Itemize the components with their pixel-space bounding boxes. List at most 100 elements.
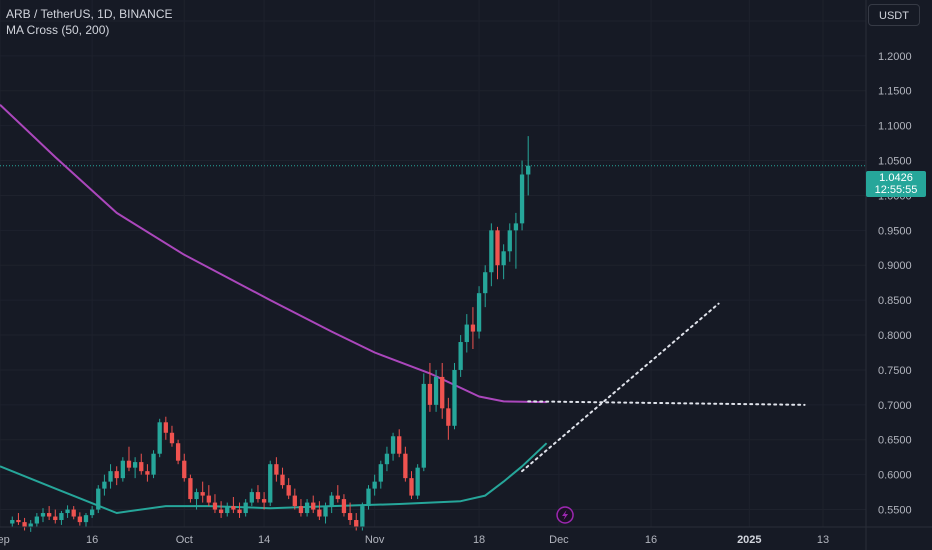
candle bbox=[34, 513, 40, 527]
candle-body bbox=[83, 515, 89, 523]
candle-body bbox=[464, 324, 469, 343]
candle bbox=[218, 501, 224, 518]
currency-button[interactable]: USDT bbox=[868, 4, 920, 26]
chart-legend: ARB / TetherUS, 1D, BINANCE MA Cross (50… bbox=[6, 6, 173, 38]
candle bbox=[212, 494, 218, 514]
candle bbox=[501, 244, 506, 280]
candle bbox=[261, 492, 267, 510]
candle-body bbox=[403, 453, 408, 479]
candle-body bbox=[483, 272, 488, 294]
candle-body bbox=[10, 520, 15, 524]
candle bbox=[22, 517, 27, 531]
candle bbox=[243, 499, 248, 517]
time-tick-label: 16 bbox=[645, 534, 657, 546]
candle bbox=[483, 265, 488, 308]
candle bbox=[16, 513, 21, 525]
candle bbox=[132, 457, 138, 479]
candle-body bbox=[304, 502, 310, 514]
candlesticks bbox=[10, 136, 531, 532]
candle bbox=[476, 286, 482, 339]
candle bbox=[354, 513, 359, 531]
candle-body bbox=[507, 230, 512, 252]
candle-body bbox=[280, 474, 285, 486]
candle-body bbox=[397, 436, 402, 454]
candle bbox=[526, 136, 531, 196]
candle-body bbox=[96, 488, 101, 510]
candle-body bbox=[28, 523, 33, 527]
price-tick-label: 0.6500 bbox=[878, 435, 912, 447]
candle-body bbox=[317, 509, 322, 517]
candle bbox=[28, 520, 33, 532]
candle bbox=[206, 485, 211, 507]
candle-body bbox=[440, 376, 445, 409]
candle bbox=[53, 509, 58, 524]
candle bbox=[40, 508, 46, 523]
candle-body bbox=[384, 453, 390, 465]
candle bbox=[452, 362, 457, 430]
candle bbox=[360, 502, 365, 531]
candle-body bbox=[452, 369, 457, 426]
candle bbox=[102, 474, 107, 496]
candle bbox=[415, 464, 420, 500]
candle bbox=[458, 335, 463, 377]
candle-body bbox=[53, 516, 58, 521]
candle bbox=[495, 226, 500, 280]
candle-body bbox=[22, 522, 27, 527]
candle bbox=[323, 502, 328, 524]
price-tick-label: 1.1000 bbox=[878, 121, 912, 133]
candle-body bbox=[114, 471, 119, 479]
candle bbox=[470, 307, 476, 350]
candle bbox=[126, 446, 132, 472]
candle-body bbox=[145, 471, 150, 475]
candle bbox=[329, 492, 334, 514]
candle-body bbox=[390, 436, 396, 454]
time-tick-label: Sep bbox=[0, 534, 10, 546]
candle-body bbox=[139, 462, 144, 472]
candle bbox=[440, 362, 445, 419]
candle-body bbox=[341, 499, 347, 514]
candle bbox=[366, 485, 371, 510]
candle-body bbox=[175, 443, 181, 461]
event-marker[interactable] bbox=[556, 506, 574, 524]
candle-body bbox=[366, 488, 371, 507]
candle bbox=[311, 495, 316, 514]
candle-body bbox=[59, 513, 64, 521]
candle bbox=[268, 460, 273, 507]
candle-body bbox=[347, 513, 353, 521]
candle-body bbox=[40, 513, 46, 517]
candle bbox=[175, 439, 181, 465]
candle bbox=[446, 397, 451, 440]
candle bbox=[286, 478, 291, 500]
candle bbox=[200, 481, 205, 503]
candle-body bbox=[231, 506, 236, 510]
candle bbox=[378, 460, 383, 489]
candle bbox=[384, 446, 390, 472]
time-tick-label: Dec bbox=[549, 534, 569, 546]
time-tick-label: 14 bbox=[258, 534, 270, 546]
candle-body bbox=[188, 478, 193, 500]
candle-body bbox=[182, 460, 187, 479]
candle bbox=[120, 457, 125, 482]
candle bbox=[409, 471, 414, 500]
candle-body bbox=[495, 230, 500, 266]
projection-lines[interactable] bbox=[521, 302, 806, 473]
price-tick-label: 0.7000 bbox=[878, 400, 912, 412]
symbol-title[interactable]: ARB / TetherUS, 1D, BINANCE bbox=[6, 7, 173, 21]
candle bbox=[427, 362, 433, 412]
candle-body bbox=[323, 506, 328, 517]
candle-body bbox=[46, 513, 52, 517]
candle bbox=[347, 502, 353, 525]
candle-body bbox=[292, 495, 297, 507]
candle-body bbox=[526, 165, 531, 175]
time-axis[interactable]: Sep 16 Oct 14 Nov 18 Dec 16 2025 13 bbox=[0, 534, 829, 546]
candle-body bbox=[102, 481, 107, 489]
candle-body bbox=[415, 467, 420, 496]
candle bbox=[489, 223, 494, 287]
candle bbox=[397, 429, 402, 458]
projection-rising-line bbox=[521, 302, 720, 473]
candle-body bbox=[489, 230, 494, 273]
indicator-title[interactable]: MA Cross (50, 200) bbox=[6, 23, 110, 37]
candle-body bbox=[132, 462, 138, 468]
candle bbox=[403, 446, 408, 482]
